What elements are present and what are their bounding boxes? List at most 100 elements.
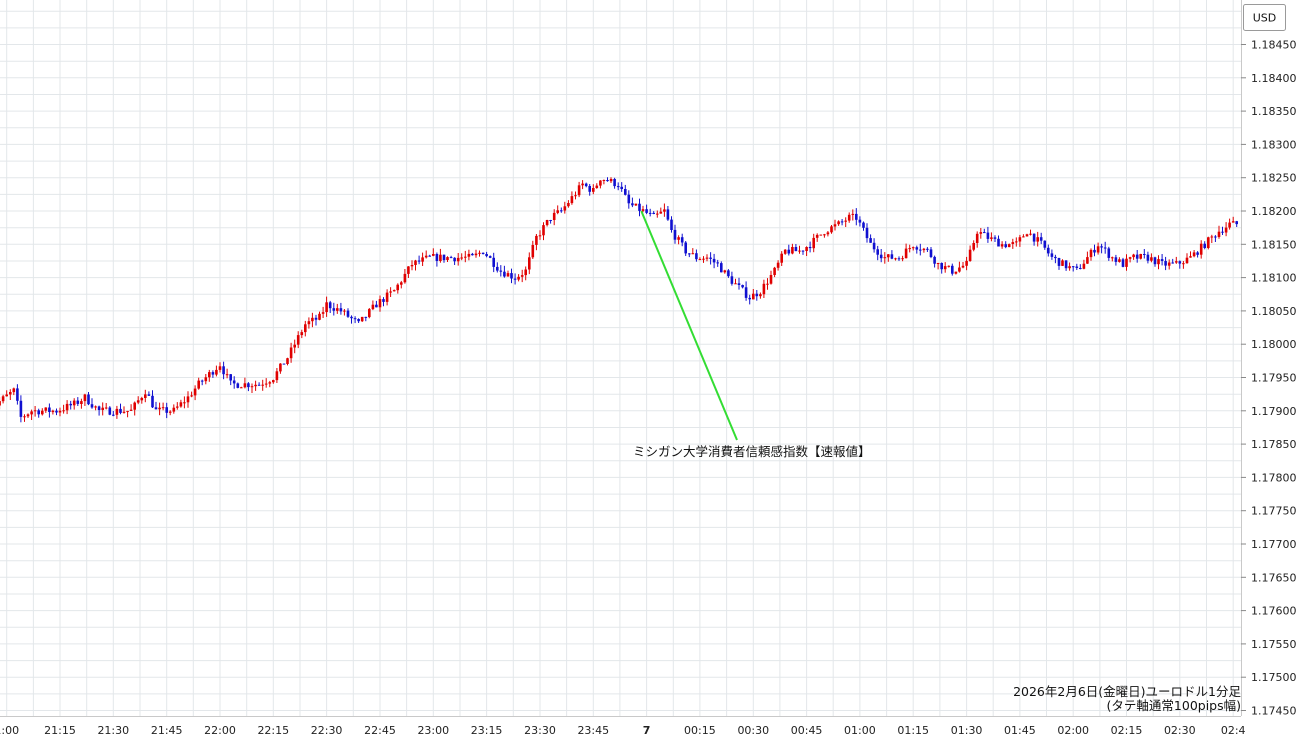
grid-lines bbox=[0, 0, 1241, 716]
candle-body bbox=[186, 396, 190, 403]
candle-body bbox=[478, 252, 481, 254]
candle-body bbox=[879, 254, 883, 259]
candle-body bbox=[666, 209, 670, 220]
time-tick-label: 22:15 bbox=[257, 724, 289, 737]
candle-body bbox=[652, 212, 655, 214]
candle-body bbox=[1089, 249, 1093, 258]
candle-body bbox=[222, 366, 225, 375]
candle-body bbox=[307, 321, 311, 325]
candle-body bbox=[510, 273, 513, 279]
price-tick-label: 1.18300 bbox=[1251, 138, 1297, 151]
candle-body bbox=[336, 308, 339, 311]
price-tick-label: 1.17650 bbox=[1251, 571, 1297, 584]
candle-body bbox=[830, 226, 833, 233]
candle-body bbox=[1139, 254, 1142, 259]
candle-body bbox=[606, 180, 609, 182]
candle-body bbox=[698, 259, 702, 261]
candle-body bbox=[833, 224, 837, 227]
candle-body bbox=[851, 213, 855, 215]
candle-body bbox=[58, 410, 62, 413]
annotation-line bbox=[640, 210, 738, 441]
candle-body bbox=[33, 410, 37, 412]
candle-body bbox=[1032, 233, 1036, 242]
candle-body bbox=[247, 383, 250, 388]
time-tick-label: 22:00 bbox=[204, 724, 236, 737]
candle-body bbox=[218, 366, 222, 370]
candle-body bbox=[549, 220, 552, 221]
candle-body bbox=[826, 232, 830, 235]
candle-body bbox=[55, 410, 58, 413]
candle-body bbox=[613, 179, 616, 187]
candle-body bbox=[691, 253, 695, 255]
annotation-text: ミシガン大学消費者信頼感指数【速報値】 bbox=[633, 444, 871, 459]
candle-body bbox=[1171, 262, 1174, 264]
candle-body bbox=[76, 400, 80, 404]
candle-body bbox=[193, 388, 197, 396]
candle-body bbox=[1221, 231, 1224, 233]
candle-body bbox=[659, 211, 663, 214]
candle-body bbox=[1025, 234, 1029, 237]
candle-body bbox=[392, 290, 396, 292]
price-tick-label: 1.18100 bbox=[1251, 272, 1297, 285]
candle-body bbox=[172, 407, 176, 412]
candle-body bbox=[1057, 258, 1061, 266]
candle-body bbox=[744, 287, 748, 298]
candle-body bbox=[371, 304, 375, 310]
candle-body bbox=[1050, 253, 1054, 257]
candle-body bbox=[801, 250, 805, 252]
candle-body bbox=[112, 414, 115, 416]
time-axis: 1:00 21:15 21:30 21:45 22:00 22:15 22:30 22:45 2… bbox=[0, 716, 1246, 737]
candle-body bbox=[236, 383, 240, 388]
candle-body bbox=[940, 263, 943, 270]
candle-body bbox=[695, 253, 698, 260]
candle-body bbox=[901, 258, 904, 260]
candle-body bbox=[332, 308, 336, 311]
candle-body bbox=[1118, 259, 1121, 262]
candle-body bbox=[488, 256, 492, 258]
candle-body bbox=[581, 183, 584, 186]
candle-body bbox=[51, 410, 55, 413]
candle-body bbox=[705, 257, 709, 259]
candle-body bbox=[1036, 237, 1039, 242]
candle-body bbox=[1054, 256, 1057, 259]
time-tick-label: 23:45 bbox=[577, 724, 609, 737]
candle-body bbox=[520, 275, 524, 277]
candle-body bbox=[421, 257, 424, 262]
price-tick-label: 1.17950 bbox=[1251, 372, 1297, 385]
time-tick-label: 23:15 bbox=[471, 724, 503, 737]
candle-body bbox=[1153, 257, 1157, 265]
candle-body bbox=[446, 257, 449, 260]
time-tick-label: 01:30 bbox=[951, 724, 983, 737]
candle-body bbox=[346, 310, 350, 317]
candle-body bbox=[1096, 246, 1100, 253]
candle-body bbox=[1015, 241, 1018, 243]
candle-body bbox=[684, 242, 687, 254]
candle-body bbox=[12, 388, 16, 393]
candle-body bbox=[943, 266, 947, 270]
candle-body bbox=[136, 400, 140, 403]
candle-body bbox=[1114, 257, 1118, 262]
candle-body bbox=[161, 407, 165, 409]
candle-body bbox=[1182, 263, 1185, 265]
candle-body bbox=[584, 183, 588, 187]
candle-body bbox=[627, 194, 631, 204]
candle-body bbox=[986, 232, 990, 239]
candle-body bbox=[656, 213, 659, 215]
candle-body bbox=[599, 180, 602, 186]
candle-body bbox=[396, 284, 399, 291]
candle-body bbox=[26, 414, 30, 417]
candle-body bbox=[492, 257, 495, 267]
candle-body bbox=[769, 275, 773, 284]
candle-body bbox=[783, 249, 787, 254]
candle-body bbox=[709, 257, 712, 259]
candle-body bbox=[602, 180, 606, 181]
candle-body bbox=[183, 402, 186, 404]
candle-body bbox=[62, 410, 65, 412]
candle-body bbox=[847, 214, 851, 221]
candle-body bbox=[1022, 236, 1025, 238]
candle-body bbox=[752, 293, 755, 300]
candle-body bbox=[904, 248, 908, 259]
candle-body bbox=[264, 383, 268, 385]
candle-body bbox=[588, 186, 591, 192]
